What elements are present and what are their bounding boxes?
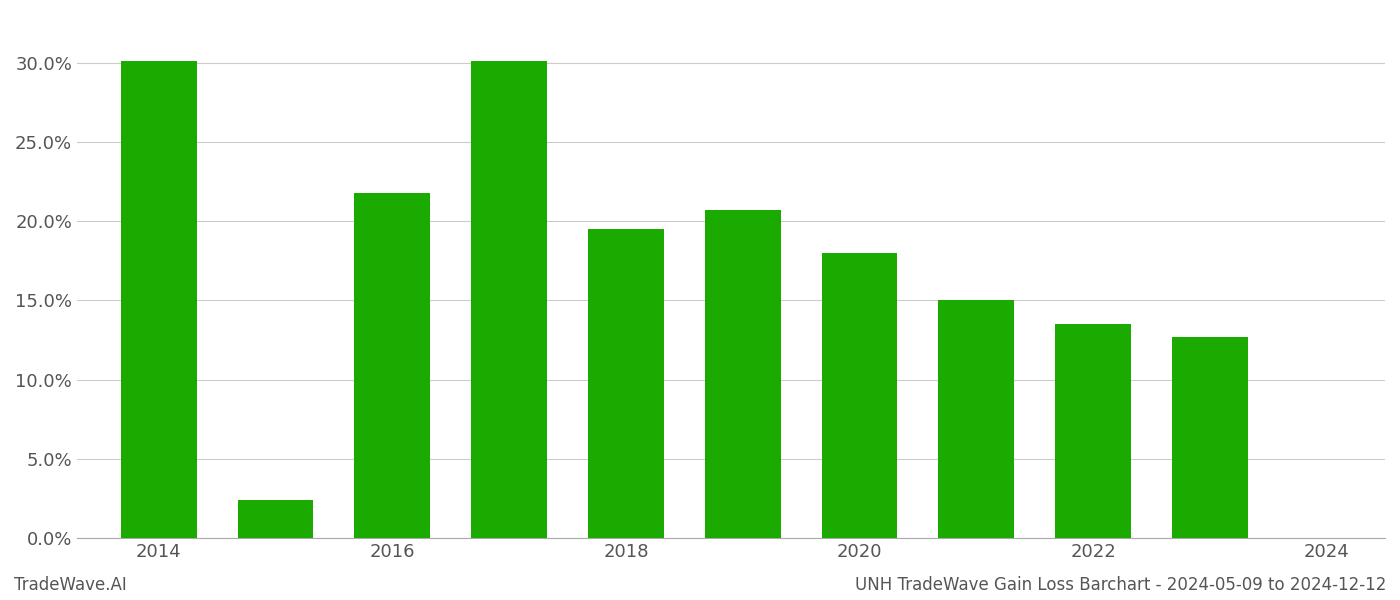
Bar	[238, 500, 314, 538]
Bar	[1056, 324, 1131, 538]
Bar	[704, 210, 781, 538]
Bar	[354, 193, 430, 538]
Bar	[822, 253, 897, 538]
Bar	[938, 301, 1014, 538]
Bar	[1172, 337, 1247, 538]
Text: TradeWave.AI: TradeWave.AI	[14, 576, 127, 594]
Bar	[120, 61, 196, 538]
Text: UNH TradeWave Gain Loss Barchart - 2024-05-09 to 2024-12-12: UNH TradeWave Gain Loss Barchart - 2024-…	[854, 576, 1386, 594]
Bar	[588, 229, 664, 538]
Bar	[472, 61, 547, 538]
